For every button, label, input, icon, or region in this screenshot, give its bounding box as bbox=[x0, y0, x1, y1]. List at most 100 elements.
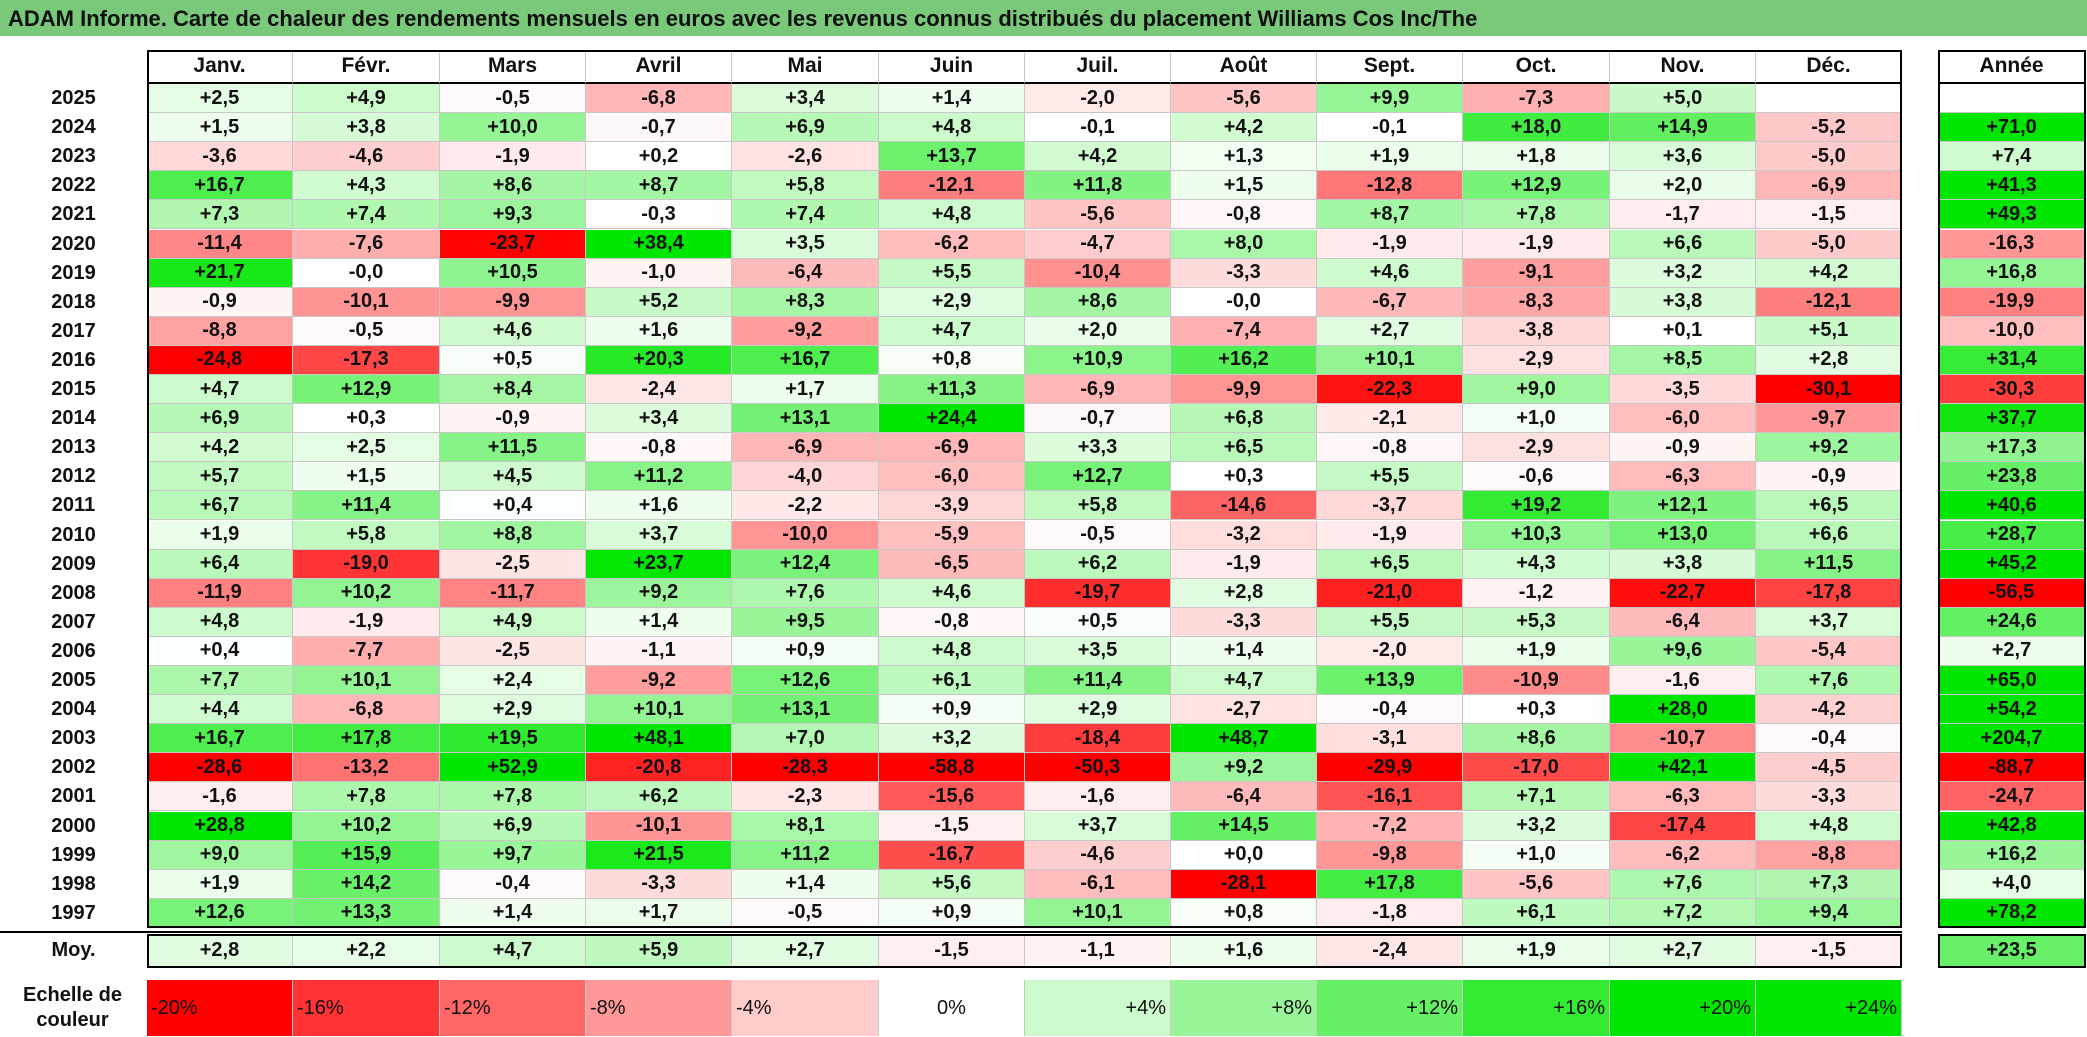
heatmap-cell: +4,2 bbox=[1756, 258, 1902, 288]
heatmap-cell: +1,9 bbox=[1463, 636, 1610, 666]
heatmap-cell: +0,3 bbox=[293, 404, 440, 434]
month-header: Févr. bbox=[293, 50, 440, 84]
heatmap-cell: -0,5 bbox=[293, 316, 440, 346]
heatmap-cell: +1,5 bbox=[293, 462, 440, 492]
heatmap-cell: +10,1 bbox=[586, 695, 732, 725]
heatmap-cell: -1,9 bbox=[1171, 549, 1317, 579]
month-header: Déc. bbox=[1756, 50, 1902, 84]
row-year-label: 2022 bbox=[0, 171, 147, 201]
heatmap-cell: -11,9 bbox=[147, 578, 293, 608]
heatmap-cell: +2,8 bbox=[1171, 578, 1317, 608]
heatmap-cell: -29,9 bbox=[1317, 753, 1463, 783]
heatmap-cell: +2,0 bbox=[1610, 171, 1756, 201]
heatmap-cell: -5,0 bbox=[1756, 229, 1902, 259]
heatmap-cell: -19,0 bbox=[293, 549, 440, 579]
heatmap-cell: +0,8 bbox=[1171, 898, 1317, 928]
heatmap-cell: -0,6 bbox=[1463, 462, 1610, 492]
heatmap-cell: +17,8 bbox=[1317, 869, 1463, 899]
heatmap-cell: +14,5 bbox=[1171, 811, 1317, 841]
heatmap-cell: +3,7 bbox=[1756, 607, 1902, 637]
heatmap-cell: +10,2 bbox=[293, 578, 440, 608]
heatmap-cell: -16,1 bbox=[1317, 782, 1463, 812]
row-year-label: 2009 bbox=[0, 549, 147, 579]
heatmap-cell: -5,6 bbox=[1171, 84, 1317, 114]
month-header: Nov. bbox=[1610, 50, 1756, 84]
heatmap-cell: +6,7 bbox=[147, 491, 293, 521]
heatmap-cell: -1,6 bbox=[147, 782, 293, 812]
heatmap-cell: +7,3 bbox=[147, 200, 293, 230]
heatmap-cell: +5,3 bbox=[1463, 607, 1610, 637]
heatmap-cell: +7,6 bbox=[1756, 666, 1902, 696]
heatmap-cell: +1,3 bbox=[1171, 142, 1317, 172]
row-year-label: 2002 bbox=[0, 753, 147, 783]
annual-cell: +204,7 bbox=[1938, 724, 2086, 754]
row-year-label: 2007 bbox=[0, 607, 147, 637]
heatmap-cell: +1,7 bbox=[586, 898, 732, 928]
heatmap-cell: -0,8 bbox=[1171, 200, 1317, 230]
heatmap-cell: -6,9 bbox=[732, 433, 879, 463]
heatmap-cell: +10,0 bbox=[440, 113, 586, 143]
annual-cell: +54,2 bbox=[1938, 695, 2086, 725]
heatmap-cell: +1,0 bbox=[1463, 404, 1610, 434]
heatmap-cell: -6,0 bbox=[1610, 404, 1756, 434]
heatmap-cell: -6,5 bbox=[879, 549, 1025, 579]
heatmap-cell: +7,4 bbox=[732, 200, 879, 230]
heatmap-cell: -5,6 bbox=[1463, 869, 1610, 899]
heatmap-cell: +0,3 bbox=[1463, 695, 1610, 725]
heatmap-cell: -1,0 bbox=[586, 258, 732, 288]
row-year-label: 2003 bbox=[0, 724, 147, 754]
heatmap-cell: -20,8 bbox=[586, 753, 732, 783]
row-year-label: 2023 bbox=[0, 142, 147, 172]
heatmap-cell: +0,4 bbox=[147, 636, 293, 666]
scale-swatch: -20% bbox=[147, 980, 293, 1036]
heatmap-cell: +1,0 bbox=[1463, 840, 1610, 870]
heatmap-cell: +4,8 bbox=[1756, 811, 1902, 841]
heatmap-cell: +2,9 bbox=[1025, 695, 1171, 725]
heatmap-cell: +4,8 bbox=[147, 607, 293, 637]
average-cell: +1,6 bbox=[1171, 933, 1317, 968]
heatmap-cell: +9,5 bbox=[732, 607, 879, 637]
heatmap-cell: +6,6 bbox=[1756, 520, 1902, 550]
heatmap-cell: +3,8 bbox=[1610, 549, 1756, 579]
heatmap-cell: +7,0 bbox=[732, 724, 879, 754]
heatmap-cell: +1,9 bbox=[147, 869, 293, 899]
heatmap-cell: -9,7 bbox=[1756, 404, 1902, 434]
heatmap-cell: -1,8 bbox=[1317, 898, 1463, 928]
heatmap-cell: -0,4 bbox=[1317, 695, 1463, 725]
heatmap-cell: +4,8 bbox=[879, 200, 1025, 230]
row-year-label: 2019 bbox=[0, 258, 147, 288]
heatmap-cell: +42,1 bbox=[1610, 753, 1756, 783]
heatmap-cell: +12,6 bbox=[732, 666, 879, 696]
heatmap-cell: -28,6 bbox=[147, 753, 293, 783]
heatmap-cell: -6,3 bbox=[1610, 782, 1756, 812]
heatmap-cell: -6,9 bbox=[879, 433, 1025, 463]
heatmap-cell: +3,2 bbox=[1463, 811, 1610, 841]
row-year-label: 2001 bbox=[0, 782, 147, 812]
heatmap-cell: -6,1 bbox=[1025, 869, 1171, 899]
heatmap-cell: -6,9 bbox=[1025, 375, 1171, 405]
heatmap-cell: -9,1 bbox=[1463, 258, 1610, 288]
heatmap-cell: +12,7 bbox=[1025, 462, 1171, 492]
heatmap-cell: +4,8 bbox=[879, 113, 1025, 143]
heatmap-cell: +1,8 bbox=[1463, 142, 1610, 172]
annual-cell: -10,0 bbox=[1938, 316, 2086, 346]
heatmap-cell: +6,8 bbox=[1171, 404, 1317, 434]
heatmap-cell: +1,9 bbox=[147, 520, 293, 550]
heatmap-cell: +13,1 bbox=[732, 695, 879, 725]
scale-swatch: -8% bbox=[586, 980, 732, 1036]
heatmap-cell: -9,9 bbox=[1171, 375, 1317, 405]
heatmap-cell: +11,4 bbox=[293, 491, 440, 521]
heatmap-cell: +11,5 bbox=[440, 433, 586, 463]
annual-cell: -16,3 bbox=[1938, 229, 2086, 259]
heatmap-cell: +4,7 bbox=[1171, 666, 1317, 696]
heatmap-cell: +6,1 bbox=[1463, 898, 1610, 928]
scale-swatch: +4% bbox=[1025, 980, 1171, 1036]
average-cell: -1,1 bbox=[1025, 933, 1171, 968]
heatmap-cell: +8,0 bbox=[1171, 229, 1317, 259]
heatmap-cell: -0,9 bbox=[1610, 433, 1756, 463]
heatmap-cell: -0,5 bbox=[732, 898, 879, 928]
heatmap-cell: +1,6 bbox=[586, 316, 732, 346]
heatmap-cell: +2,5 bbox=[293, 433, 440, 463]
heatmap-cell: -16,7 bbox=[879, 840, 1025, 870]
heatmap-cell: +7,4 bbox=[293, 200, 440, 230]
